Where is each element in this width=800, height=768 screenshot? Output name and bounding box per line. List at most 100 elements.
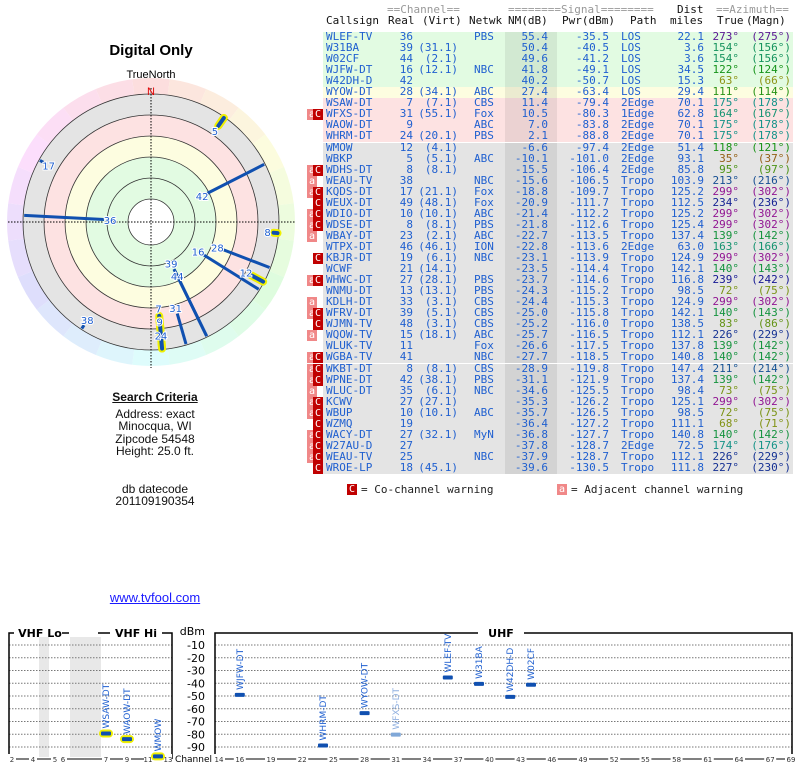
table-row[interactable]: WJFW-DT 16 (12.1) NBC 41.8 -49.1 LOS 34.5 122° (1… [323,63,793,78]
station-power-marker[interactable] [122,737,132,742]
station-channel-label: 38 [81,316,94,327]
callsign-cell: WEUX-DT [326,195,373,209]
station-signal-line[interactable] [39,159,45,164]
table-row[interactable]: WJMN-TV 48 (3.1) CBS -25.2 -116.0 Tropo 138.5 83… [323,317,793,332]
network-cell: ABC [474,206,494,220]
table-row[interactable]: KBJR-DT 19 (6.1) NBC -23.1 -113.9 Tropo 124.9 29… [323,252,793,265]
vhf-frame [8,632,173,759]
network-cell: ION [474,239,494,253]
azimuth-magn-cell: (142°) [751,372,791,386]
adjacent-channel-flag-icon: a [557,484,567,495]
station-signal-line[interactable] [158,325,164,349]
station-signal-line[interactable] [172,269,209,337]
table-row[interactable]: WEAU-TV 25 NBC -37.9 -128.7 Tropo 112.1 226° (22… [323,450,793,464]
table-row[interactable]: WBUP 10 (10.1) ABC -35.7 -126.5 Tropo 98.5 72° (7… [323,406,793,420]
station-signal-line[interactable] [216,115,226,128]
table-row[interactable]: WYOW-DT 28 (34.1) ABC 27.4 -63.4 LOS 29.4 111° (1… [323,86,793,100]
table-row[interactable]: WBAY-DT 23 (2.1) ABC -22.7 -113.5 Tropo 137.4 13… [323,229,793,243]
distance-cell: 70.1 [677,129,705,143]
station-power-marker[interactable] [359,711,370,716]
azimuth-magn-cell: (37°) [757,151,791,165]
nm-column-shade [505,275,557,287]
real-channel-cell: 12 [399,140,413,154]
station-power-marker[interactable] [526,682,536,687]
callsign-cell: WCWF [326,262,353,276]
tick-bg [327,754,340,763]
station-signal-line[interactable] [202,253,260,291]
table-row[interactable]: WHRM-DT 24 (20.1) PBS 2.1 -88.8 2Edge 70.1 175° (… [323,129,793,144]
nm-column-shade [505,219,557,231]
station-power-marker[interactable] [390,732,401,737]
station-power-marker[interactable] [234,692,245,697]
network-cell: ABC [474,328,494,342]
table-row[interactable]: WROE-LP 18 (45.1) -39.6 -130.5 Tropo 111.8 227°… [323,461,793,475]
power-cell: -83.8 [575,118,609,132]
azimuth-true-cell: 175° [712,129,740,143]
power-cell: -116.0 [569,317,609,331]
network-cell: CBS [474,317,494,331]
station-power-marker[interactable] [101,731,111,736]
col-netwk: Netwk [469,14,503,27]
station-channel-label: 28 [211,243,224,254]
station-power-marker[interactable] [442,675,453,680]
azimuth-magn-cell: (166°) [751,239,791,253]
power-cell: -106.5 [569,173,609,187]
nm-column-shade [505,374,557,386]
station-signal-line[interactable] [80,324,86,330]
distance-cell: 34.5 [677,63,705,77]
table-row[interactable]: WQOW-TV 15 (18.1) ABC -25.7 -116.5 Tropo 112.1 2… [323,328,793,343]
table-row[interactable]: W31BA 39 (31.1) 50.4 -40.5 LOS 3.6 154° (156°) [323,41,793,56]
azimuth-true-cell: 175° [712,118,740,132]
table-row[interactable]: WDIO-DT 10 (10.1) ABC -21.4 -112.2 Tropo 125.2 2… [323,206,793,221]
search-criteria-heading: Search Criteria [112,390,198,404]
network-cell: NBC [474,350,494,364]
table-row[interactable]: KCWV 27 (27.1) -35.3 -126.2 Tropo 125.1 299° (30… [323,395,793,409]
table-row[interactable]: WLEF-TV 36 PBS 55.4 -35.5 LOS 22.1 273° (275°) [323,31,793,44]
table-row[interactable]: WLUC-DT 35 (6.1) NBC -34.6 -125.5 Tropo 98.4 73°… [323,384,793,398]
table-row[interactable]: W42DH-D 42 40.2 -50.7 LOS 15.3 63° (66°) [323,75,793,89]
table-row[interactable]: WFXS-DT 31 (55.1) Fox 10.5 -80.3 1Edge 62.8 164°… [323,108,793,122]
station-signal-line[interactable] [249,273,266,284]
station-power-marker[interactable] [153,754,163,759]
nm-column-shade [505,76,557,88]
station-signal-line[interactable] [175,313,188,345]
distance-cell: 72.5 [677,438,705,452]
real-channel-cell: 39 [399,41,413,55]
table-row[interactable]: WDSE-DT 8 (8.1) PBS -21.8 -112.6 Tropo 125.4 299… [323,218,793,232]
table-row[interactable]: W27AU-D 27 -37.8 -128.7 2Edge 72.5 174° (176°) [323,438,793,453]
nm-cell: 7.0 [528,118,548,132]
vhf-gap-band [39,637,49,757]
table-row[interactable]: WTPX-DT 46 (46.1) ION -22.8 -113.6 2Edge 63.0 16… [323,239,793,254]
azimuth-true-cell: 154° [712,52,740,66]
network-cell: ABC [474,151,494,165]
station-power-marker[interactable] [505,694,516,699]
table-row[interactable]: WEUX-DT 49 (48.1) Fox -20.9 -111.7 Tropo 112.5 2… [323,195,793,210]
station-channel-label: 16 [192,247,205,258]
nm-cell: 41.8 [521,63,549,77]
station-signal-line[interactable] [24,213,105,222]
station-marker-label: WHRM-DT [319,695,329,741]
virtual-channel-cell: (5.1) [424,151,458,165]
tick-bg [639,754,652,763]
station-power-marker[interactable] [318,743,328,748]
callsign-cell: WLUK-TV [326,339,373,353]
uhf-channel-tick: 31 [391,756,400,764]
table-row[interactable]: WBKP 5 (5.1) ABC -10.1 -101.0 2Edge 93.1 35° (37°… [323,151,793,166]
power-cell: -79.4 [575,96,609,110]
power-cell: -40.5 [575,41,609,55]
station-power-marker[interactable] [474,681,484,686]
dbm-tick-label: -50 [187,690,205,703]
polar-plot-title: Digital Only [109,42,193,59]
tick-bg [29,754,37,763]
tvfool-link[interactable]: www.tvfool.com [109,590,201,605]
distance-cell: 98.5 [677,284,705,298]
station-signal-line[interactable] [222,248,271,269]
real-channel-cell: 48 [399,317,413,331]
adjacent-channel-warning-icon: a [307,275,317,287]
tick-bg [389,754,402,763]
table-row[interactable]: W02CF 44 (2.1) 49.6 -41.2 LOS 3.6 154° (156°) [323,52,793,67]
tick-bg [545,754,558,763]
tick-bg [164,754,172,763]
station-signal-line[interactable] [206,163,265,195]
network-cell: CBS [474,96,494,110]
